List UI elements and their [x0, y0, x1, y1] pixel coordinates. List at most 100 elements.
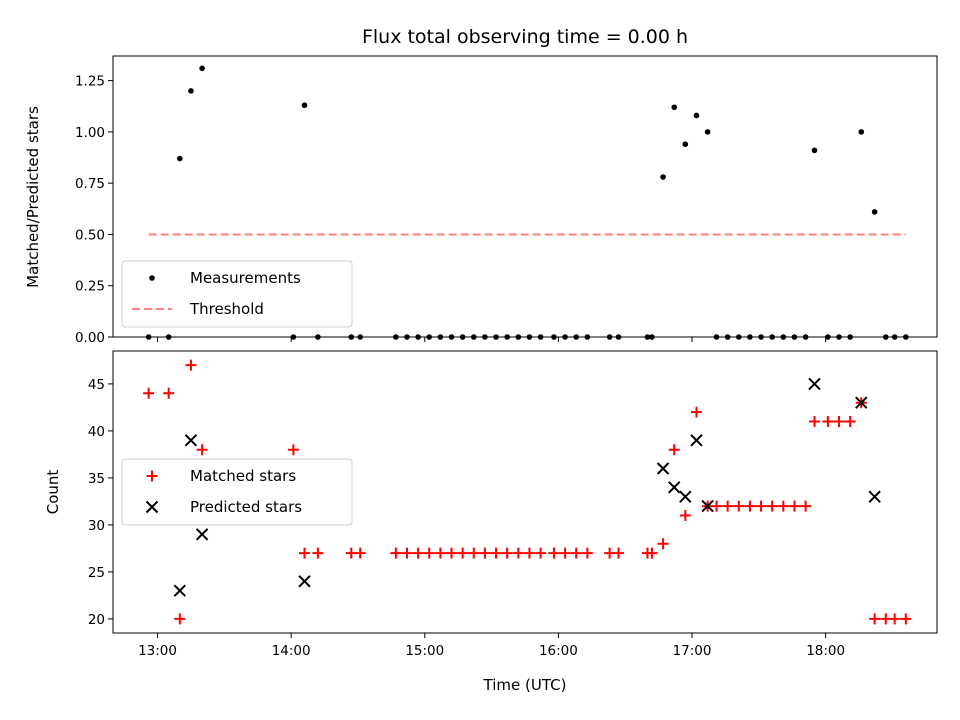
- predicted-star-point: [868, 490, 881, 503]
- measurement-point: [448, 334, 455, 340]
- bottom-panel: 20 25 30 35 40 45 13:00 14:00 15:00 16:00 17:00 18:…: [88, 350, 938, 659]
- bottom-y-tick-label: 20: [88, 612, 105, 628]
- measurement-point: [515, 334, 522, 340]
- matched-star-point: [809, 416, 821, 427]
- predicted-star-point: [173, 584, 187, 597]
- matched-star-point: [401, 547, 413, 559]
- measurement-point: [437, 334, 444, 340]
- matched-star-point: [174, 613, 186, 625]
- measurement-point: [482, 334, 488, 340]
- matched-star-point: [657, 538, 669, 550]
- top-y-tick-label: 0.00: [75, 330, 105, 346]
- top-series-0: [145, 65, 909, 340]
- matched-star-point: [479, 547, 491, 559]
- matched-star-point: [490, 547, 502, 559]
- measurement-point: [847, 334, 853, 340]
- measurement-point: [644, 334, 651, 340]
- matched-star-point: [777, 500, 789, 512]
- bottom-y-tick-label: 30: [88, 518, 105, 534]
- bottom-y-axis-label: Count: [44, 470, 62, 515]
- top-y-tick-label: 1.00: [75, 125, 105, 141]
- matched-star-point: [523, 547, 535, 559]
- matched-star-point: [535, 547, 547, 559]
- measurement-point: [393, 334, 399, 340]
- matched-star-point: [679, 510, 691, 521]
- measurement-point: [811, 147, 818, 154]
- bottom-plot-frame: [112, 350, 938, 634]
- matched-star-point: [581, 547, 593, 559]
- matched-star-point: [548, 547, 560, 559]
- matched-star-point: [412, 547, 424, 559]
- x-tick-label: 14:00: [272, 643, 311, 659]
- predicted-star-point: [855, 396, 868, 409]
- matched-star-point: [755, 500, 767, 512]
- measurement-point: [671, 104, 678, 111]
- predicted-star-point: [195, 528, 209, 541]
- x-tick-label: 13:00: [138, 643, 177, 659]
- legend-label: Predicted stars: [190, 498, 302, 516]
- measurement-point: [504, 334, 510, 340]
- measurement-point: [735, 334, 742, 340]
- measurement-point: [713, 334, 720, 340]
- matched-star-point: [668, 444, 680, 456]
- matched-star-point: [434, 547, 446, 559]
- measurement-point: [562, 334, 568, 340]
- measurement-point: [177, 155, 183, 162]
- legend-measurement-swatch: [149, 275, 155, 281]
- measurement-point: [145, 334, 152, 340]
- measurement-point: [802, 334, 809, 340]
- predicted-star-point: [679, 490, 692, 503]
- measurement-point: [704, 129, 711, 135]
- matched-star-point: [312, 547, 324, 559]
- legend-label: Matched stars: [190, 467, 296, 485]
- matched-star-point: [711, 500, 723, 512]
- top-plot-frame: [112, 55, 938, 338]
- legend-label: Measurements: [190, 269, 301, 287]
- measurement-point: [693, 112, 700, 119]
- measurement-point: [348, 334, 355, 340]
- measurement-point: [724, 334, 731, 340]
- matched-star-point: [299, 547, 311, 559]
- legend-label: Threshold: [189, 300, 264, 318]
- bottom-legend: Matched stars Predicted stars: [121, 458, 353, 526]
- measurement-point: [459, 334, 466, 340]
- measurement-point: [903, 334, 909, 340]
- predicted-star-point: [184, 434, 198, 447]
- predicted-star-point: [298, 575, 311, 588]
- matched-star-point: [766, 500, 778, 512]
- measurement-point: [315, 334, 321, 340]
- measurement-point: [301, 102, 308, 109]
- measurement-point: [551, 334, 557, 340]
- matched-star-point: [423, 547, 435, 559]
- measurement-point: [758, 334, 764, 340]
- bottom-y-tick-label: 25: [88, 565, 105, 581]
- top-y-tick-label: 0.25: [75, 279, 105, 295]
- measurement-point: [615, 334, 622, 340]
- x-axis-label: Time (UTC): [483, 676, 567, 694]
- x-tick-label: 15:00: [405, 643, 444, 659]
- matched-star-point: [613, 547, 625, 559]
- predicted-star-point: [656, 462, 670, 475]
- matched-star-point: [869, 613, 881, 625]
- top-chart-title: Flux total observing time = 0.00 h: [362, 26, 688, 48]
- measurement-point: [584, 334, 591, 340]
- legend-predicted-swatch: [145, 500, 159, 514]
- matched-star-point: [788, 500, 800, 512]
- matched-star-point: [833, 416, 845, 427]
- matched-star-point: [457, 547, 469, 559]
- x-tick-label: 18:00: [806, 643, 845, 659]
- measurement-point: [747, 334, 753, 340]
- top-y-axis-label: Matched/Predicted stars: [24, 106, 42, 288]
- measurement-point: [493, 334, 499, 340]
- measurement-point: [526, 334, 533, 340]
- top-y-tick-label: 0.75: [75, 176, 105, 192]
- matched-star-point: [559, 547, 571, 559]
- measurement-point: [649, 334, 655, 340]
- matched-star-point: [800, 500, 812, 512]
- measurement-point: [891, 334, 898, 340]
- matched-star-point: [722, 500, 734, 512]
- measurement-point: [470, 334, 477, 340]
- matched-star-point: [163, 387, 175, 399]
- matched-star-point: [646, 547, 658, 559]
